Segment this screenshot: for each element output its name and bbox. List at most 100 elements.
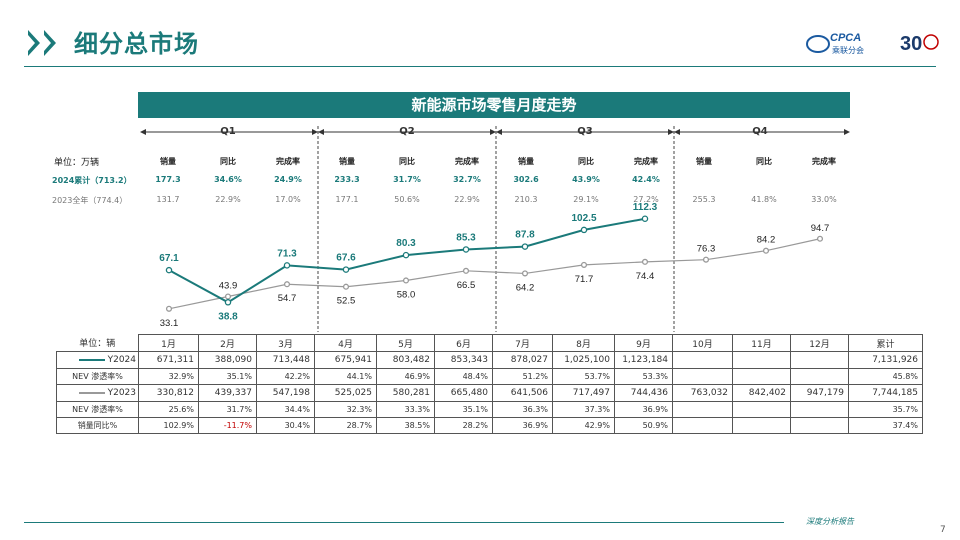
chart-title: 新能源市场零售月度走势 bbox=[138, 92, 850, 118]
kpi-2023-value: 17.0% bbox=[275, 195, 301, 204]
anniversary-logo: 30 bbox=[898, 30, 942, 55]
data-label-y2024: 85.3 bbox=[456, 232, 476, 243]
table-cell: 35.1% bbox=[434, 401, 493, 418]
kpi-2024-value: 31.7% bbox=[393, 175, 421, 184]
chart-series bbox=[168, 217, 821, 310]
table-cell: 42.9% bbox=[552, 417, 615, 434]
point-y2024 bbox=[521, 243, 529, 250]
series-line-y2023 bbox=[168, 238, 821, 310]
data-label-y2023: 58.0 bbox=[397, 289, 416, 300]
kpi-col-header: 同比 bbox=[220, 157, 236, 166]
kpi-2023-value: 22.9% bbox=[215, 195, 241, 204]
table-cell: -11.7% bbox=[198, 417, 257, 434]
data-label-y2023: 52.5 bbox=[337, 296, 356, 307]
kpi-col-header: 销量 bbox=[518, 157, 534, 166]
table-cell: 547,198 bbox=[256, 384, 315, 402]
table-cell: 31.7% bbox=[198, 401, 257, 418]
point-y2023 bbox=[224, 293, 232, 300]
data-label-y2024: 38.8 bbox=[218, 311, 238, 322]
data-label-y2024: 112.3 bbox=[633, 202, 658, 213]
row-label: NEV 渗透率% bbox=[56, 368, 139, 385]
data-label-y2023: 71.7 bbox=[575, 274, 594, 285]
table-cell: 675,941 bbox=[314, 351, 377, 369]
data-label-y2023: 74.4 bbox=[636, 271, 655, 282]
table-cell: 671,311 bbox=[138, 351, 199, 369]
table-total-cell: 37.4% bbox=[848, 417, 923, 434]
chevron-icon-2 bbox=[44, 30, 56, 56]
kpi-2023-value: 22.9% bbox=[454, 195, 480, 204]
data-label-y2024: 67.1 bbox=[159, 253, 179, 264]
cpca-logo: CPCA 乘联分会 bbox=[806, 28, 882, 56]
table-cell: 717,497 bbox=[552, 384, 615, 402]
row-label: Y2023 bbox=[56, 384, 139, 402]
point-y2023 bbox=[816, 235, 824, 242]
table-cell bbox=[672, 417, 733, 434]
table-cell: 641,506 bbox=[492, 384, 553, 402]
table-total-cell: 35.7% bbox=[848, 401, 923, 418]
table-cell: 1,123,184 bbox=[614, 351, 673, 369]
point-y2024 bbox=[283, 262, 291, 269]
table-cell bbox=[672, 351, 733, 369]
kpi-col-header: 完成率 bbox=[812, 157, 836, 166]
table-cell: 439,337 bbox=[198, 384, 257, 402]
table-cell: 36.9% bbox=[614, 401, 673, 418]
kpi-2023-value: 177.1 bbox=[335, 195, 359, 204]
point-y2023 bbox=[342, 283, 350, 290]
data-label-y2023: 94.7 bbox=[811, 223, 830, 234]
table-cell bbox=[732, 351, 791, 369]
kpi-2023-value: 131.7 bbox=[156, 195, 180, 204]
point-y2024 bbox=[402, 251, 410, 259]
chart-markers bbox=[165, 215, 824, 312]
title-divider bbox=[24, 66, 936, 67]
data-table: 单位：辆 1月 2月 3月 4月 5月 6月 7月 8月 9月 10月 11月 … bbox=[56, 334, 923, 434]
row-label: 销量同比% bbox=[56, 417, 139, 434]
kpi-col-header: 同比 bbox=[578, 157, 594, 166]
point-y2024 bbox=[580, 226, 588, 234]
row-label: Y2024 bbox=[56, 351, 139, 369]
table-total-cell: 7,744,185 bbox=[848, 384, 923, 402]
table-row: 销量同比% 102.9% -11.7% 30.4% 28.7% 38.5% 28.2% 36.… bbox=[56, 417, 923, 434]
series-legend-line bbox=[78, 358, 105, 361]
kpi-2024-value: 42.4% bbox=[632, 175, 660, 184]
kpi-2023-value: 41.8% bbox=[751, 195, 777, 204]
series-legend-label: Y2023 bbox=[107, 388, 136, 398]
series-legend-line bbox=[78, 391, 105, 394]
table-cell: 878,027 bbox=[492, 351, 553, 369]
kpi-2023-value: 50.6% bbox=[394, 195, 420, 204]
table-cell: 35.1% bbox=[198, 368, 257, 385]
table-cell: 763,032 bbox=[672, 384, 733, 402]
table-cell: 53.7% bbox=[552, 368, 615, 385]
kpi-2023-value: 33.0% bbox=[811, 195, 837, 204]
table-cell: 28.2% bbox=[434, 417, 493, 434]
table-cell bbox=[790, 401, 849, 418]
chart-data-labels: 33.1 43.9 54.7 52.5 58.0 66.5 64.2 71.7 74.4 76.3… bbox=[159, 202, 829, 329]
point-y2023 bbox=[762, 247, 770, 254]
data-label-y2023: 43.9 bbox=[219, 281, 238, 292]
table-cell: 525,025 bbox=[314, 384, 377, 402]
table-cell: 44.1% bbox=[314, 368, 377, 385]
kpi-2024-value: 24.9% bbox=[274, 175, 302, 184]
table-cell bbox=[790, 351, 849, 369]
series-legend-label: Y2024 bbox=[107, 355, 136, 365]
table-cell bbox=[732, 417, 791, 434]
kpi-col-header: 销量 bbox=[339, 157, 355, 166]
kpi-2024-value: 34.6% bbox=[214, 175, 242, 184]
table-cell: 947,179 bbox=[790, 384, 849, 402]
table-row: Y2023 330,812 439,337 547,198 525,025 580,281… bbox=[56, 384, 923, 402]
table-cell: 36.9% bbox=[492, 417, 553, 434]
month-header: 10月 bbox=[672, 334, 733, 352]
kpi-2023-value: 29.1% bbox=[573, 195, 599, 204]
point-y2023 bbox=[283, 281, 291, 288]
table-cell: 580,281 bbox=[376, 384, 435, 402]
month-header: 9月 bbox=[614, 334, 673, 352]
point-y2024 bbox=[165, 266, 173, 274]
table-row: NEV 渗透率% 32.9% 35.1% 42.2% 44.1% 46.9% 48.4% 51… bbox=[56, 368, 923, 385]
data-label-y2024: 80.3 bbox=[396, 238, 416, 249]
point-y2024 bbox=[462, 246, 470, 253]
data-label-y2023: 33.1 bbox=[160, 318, 179, 329]
page-number: 7 bbox=[940, 525, 946, 535]
kpi-2024-value: 177.3 bbox=[155, 175, 181, 184]
data-label-y2024: 87.8 bbox=[515, 230, 535, 241]
month-header: 12月 bbox=[790, 334, 849, 352]
table-cell: 388,090 bbox=[198, 351, 257, 369]
